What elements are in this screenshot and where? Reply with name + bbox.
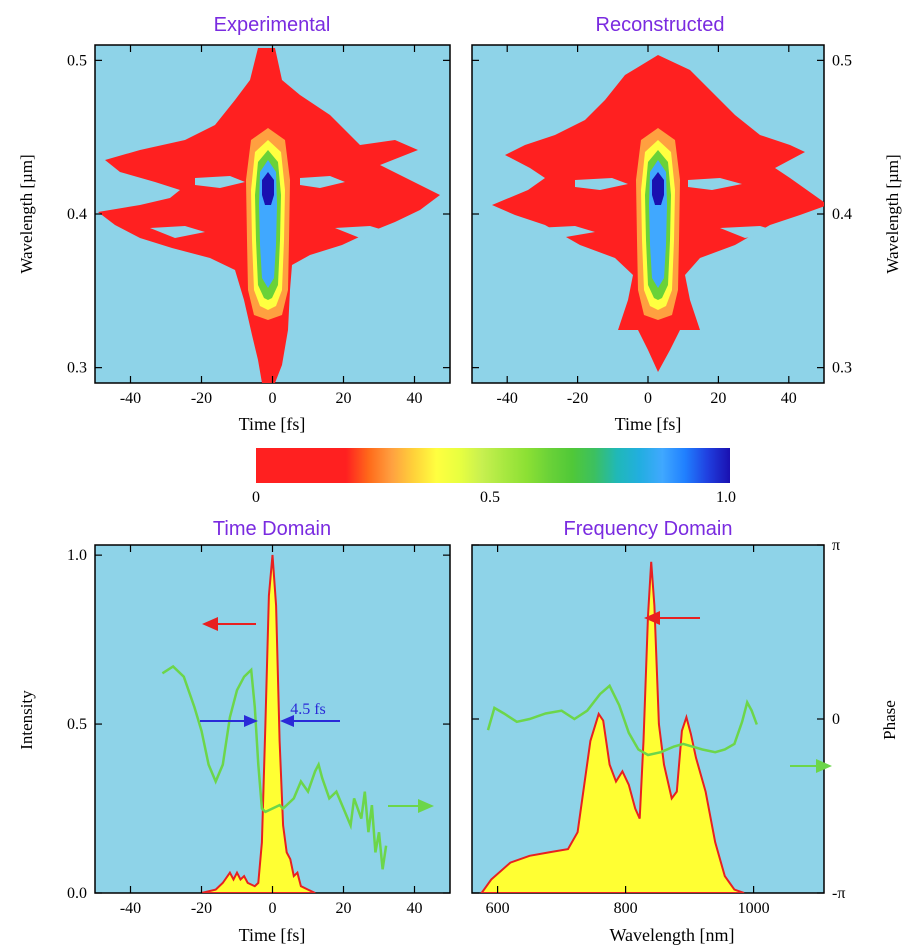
y-axis-title: Intensity <box>17 690 36 750</box>
y-tick-label: 0.5 <box>67 52 87 69</box>
panel-title: Frequency Domain <box>564 518 733 540</box>
y-tick-label: 0 <box>832 711 840 728</box>
x-axis: -40 -20 0 20 40 <box>120 545 423 917</box>
x-tick-label: 40 <box>781 390 797 407</box>
x-tick-label: -40 <box>497 390 518 407</box>
y-tick-label: π <box>832 537 840 554</box>
y-axis-right: 0.3 0.4 0.5 <box>472 52 852 377</box>
colorbar-mid-label: 0.5 <box>480 489 500 506</box>
y-tick-label: 0.0 <box>67 885 87 902</box>
arrow-right-icon <box>418 799 434 813</box>
y-tick-label: 0.5 <box>832 52 852 69</box>
x-tick-label: 20 <box>710 390 726 407</box>
y-axis-left: 0.3 0.4 0.5 <box>67 52 450 377</box>
x-tick-label: 20 <box>336 900 352 917</box>
x-tick-label: 20 <box>336 390 352 407</box>
y-tick-label: 0.4 <box>832 206 852 223</box>
colorbar-gradient <box>256 448 730 483</box>
y-axis-right: π 0 -π <box>472 537 845 902</box>
panel-reconstructed: Reconstructed 0.3 0.4 0.5 -40 -20 0 20 40 Wave… <box>471 14 902 434</box>
y-tick-label: 0.5 <box>67 716 87 733</box>
colorbar: 0 0.5 1.0 <box>252 448 736 506</box>
y-tick-label: 1.0 <box>67 547 87 564</box>
y-axis-title: Wavelength [µm] <box>17 154 36 273</box>
y-tick-label: 0.4 <box>67 206 87 223</box>
x-axis: -40 -20 0 20 40 <box>497 45 797 407</box>
colorbar-min-label: 0 <box>252 489 260 506</box>
x-axis-title: Time [fs] <box>615 414 682 434</box>
x-tick-label: -20 <box>567 390 588 407</box>
x-axis: -40 -20 0 20 40 <box>120 45 423 407</box>
y-axis-left: 0.0 0.5 1.0 <box>67 547 450 902</box>
x-tick-label: -20 <box>191 900 212 917</box>
intensity-curve <box>201 554 316 893</box>
heatmap-region-peak <box>652 172 664 205</box>
axis-indicator-arrows <box>202 617 434 813</box>
heatmap <box>98 48 440 383</box>
panel-title: Time Domain <box>213 518 331 540</box>
y-tick-label: -π <box>832 885 845 902</box>
phase-curve <box>486 683 758 757</box>
arrowhead-icon <box>244 715 258 727</box>
panel-experimental: Experimental 0.3 0.4 0.5 -40 -20 0 20 40 Wavel… <box>17 14 451 434</box>
y-axis-title: Phase <box>880 700 899 740</box>
y-axis-title: Wavelength [µm] <box>883 154 902 273</box>
arrow-right-icon <box>816 759 832 773</box>
axis-indicator-arrows <box>644 611 832 773</box>
y-tick-label: 0.3 <box>832 360 852 377</box>
x-axis-title: Time [fs] <box>239 414 306 434</box>
x-tick-label: 0 <box>644 390 652 407</box>
arrowhead-icon <box>280 715 294 727</box>
x-axis-title: Time [fs] <box>239 925 306 945</box>
x-tick-label: -40 <box>120 390 141 407</box>
arrow-left-icon <box>644 611 660 625</box>
panel-time-domain: Time Domain 4.5 fs 0.0 0.5 1.0 -40 -20 0 20 40… <box>17 518 451 945</box>
x-tick-label: 1000 <box>738 900 770 917</box>
x-tick-label: 800 <box>614 900 638 917</box>
panel-title: Reconstructed <box>596 14 725 36</box>
heatmap-region-gap <box>150 176 390 238</box>
x-tick-label: 40 <box>407 390 423 407</box>
heatmap-region-gap <box>535 178 780 238</box>
x-tick-label: -40 <box>120 900 141 917</box>
fwhm-arrows: 4.5 fs <box>200 701 340 727</box>
panel-title: Experimental <box>214 14 331 36</box>
fwhm-label: 4.5 fs <box>290 701 326 718</box>
arrow-left-icon <box>202 617 218 631</box>
x-axis-title: Wavelength [nm] <box>609 925 734 945</box>
x-tick-label: 600 <box>486 900 510 917</box>
intensity-curve <box>480 561 745 893</box>
x-tick-label: 40 <box>407 900 423 917</box>
x-tick-label: 0 <box>269 390 277 407</box>
heatmap <box>492 55 824 372</box>
heatmap-region-peak <box>262 172 274 205</box>
x-axis: 600 800 1000 <box>486 545 770 917</box>
x-tick-label: -20 <box>191 390 212 407</box>
y-tick-label: 0.3 <box>67 360 87 377</box>
phase-curve <box>161 664 388 870</box>
colorbar-max-label: 1.0 <box>716 489 736 506</box>
panel-frequency-domain: Frequency Domain π 0 -π 600 800 1000 Phase W… <box>471 518 899 945</box>
x-tick-label: 0 <box>269 900 277 917</box>
